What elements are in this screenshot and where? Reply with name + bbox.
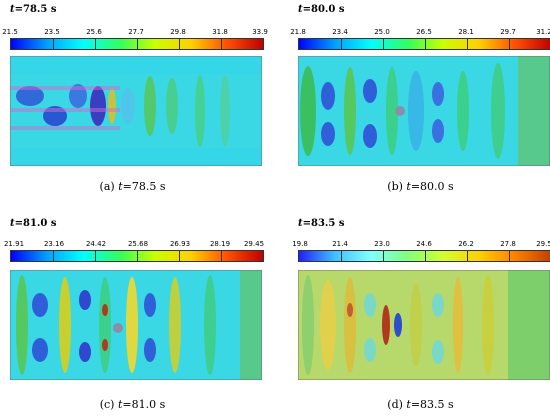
- colorbar: [10, 38, 264, 50]
- panel-title: t=78.5 s: [10, 4, 57, 15]
- panel-a: t=78.5 s 21.5 23.5 25.6 27.7 29.8 31.8 3…: [2, 4, 275, 166]
- colorbar-tick-label: 25.6: [86, 28, 102, 36]
- colorbar: [298, 250, 550, 262]
- colorbar-tick-label: 23.0: [374, 240, 390, 248]
- colorbar-tick-label: 28.19: [209, 240, 231, 248]
- colorbar-tick-label: 25.0: [374, 28, 390, 36]
- colorbar-tick-label: 19.8: [292, 240, 308, 248]
- colorbar-tick-label: 27.7: [128, 28, 144, 36]
- colorbar-tick-label: 29.8: [170, 28, 186, 36]
- colorbar: [10, 250, 264, 262]
- panel-c: t=81.0 s 21.91 23.16 24.42 25.68 26.93 2…: [4, 218, 275, 380]
- colorbar-tick-label: 24.42: [85, 240, 107, 248]
- colorbar-tick-label: 28.1: [458, 28, 474, 36]
- colorbar-tick-label: 33.9: [252, 28, 268, 36]
- colorbar-ticks: 21.5 23.5 25.6 27.7 29.8 31.8 33.9: [2, 28, 268, 38]
- colorbar-tick-label: 21.4: [332, 240, 348, 248]
- temperature-field: [298, 56, 550, 166]
- colorbar-tick-label: 21.8: [290, 28, 306, 36]
- panel-d: t=83.5 s 19.8 21.4 23.0 24.6 26.2 27.8 2…: [292, 218, 550, 380]
- colorbar-tick-label: 21.91: [3, 240, 25, 248]
- colorbar-tick-label: 26.2: [458, 240, 474, 248]
- colorbar-tick-label: 31.8: [212, 28, 228, 36]
- panel-title: t=81.0 s: [10, 218, 57, 229]
- colorbar-ticks: 21.8 23.4 25.0 26.5 28.1 29.7 31.2: [290, 28, 550, 38]
- colorbar-tick-label: 31.2: [536, 28, 550, 36]
- colorbar-tick-label: 29.45: [243, 240, 265, 248]
- panel-b: t=80.0 s 21.8 23.4 25.0 26.5 28.1 29.7 3…: [290, 4, 550, 166]
- colorbar-tick-label: 23.4: [332, 28, 348, 36]
- colorbar-ticks: 19.8 21.4 23.0 24.6 26.2 27.8 29.5: [292, 240, 550, 250]
- panel-title: t=83.5 s: [298, 218, 345, 229]
- colorbar-tick-label: 21.5: [2, 28, 18, 36]
- caption-c: (c) t=81.0 s: [99, 398, 166, 411]
- colorbar-tick-label: 26.93: [169, 240, 191, 248]
- caption-b: (b) t=80.0 s: [387, 180, 454, 193]
- temperature-field: [10, 56, 262, 166]
- colorbar-tick-label: 23.16: [43, 240, 65, 248]
- colorbar-ticks: 21.91 23.16 24.42 25.68 26.93 28.19 29.4…: [4, 240, 265, 250]
- panel-title: t=80.0 s: [298, 4, 345, 15]
- colorbar-tick-label: 25.68: [127, 240, 149, 248]
- colorbar-tick-label: 29.5: [536, 240, 550, 248]
- caption-a: (a) t=78.5 s: [99, 180, 166, 193]
- temperature-field: [10, 270, 262, 380]
- colorbar-tick-label: 29.7: [500, 28, 516, 36]
- colorbar-tick-label: 26.5: [416, 28, 432, 36]
- temperature-field: [298, 270, 550, 380]
- colorbar-tick-label: 27.8: [500, 240, 516, 248]
- colorbar-tick-label: 24.6: [416, 240, 432, 248]
- colorbar: [298, 38, 550, 50]
- colorbar-tick-label: 23.5: [44, 28, 60, 36]
- caption-d: (d) t=83.5 s: [387, 398, 454, 411]
